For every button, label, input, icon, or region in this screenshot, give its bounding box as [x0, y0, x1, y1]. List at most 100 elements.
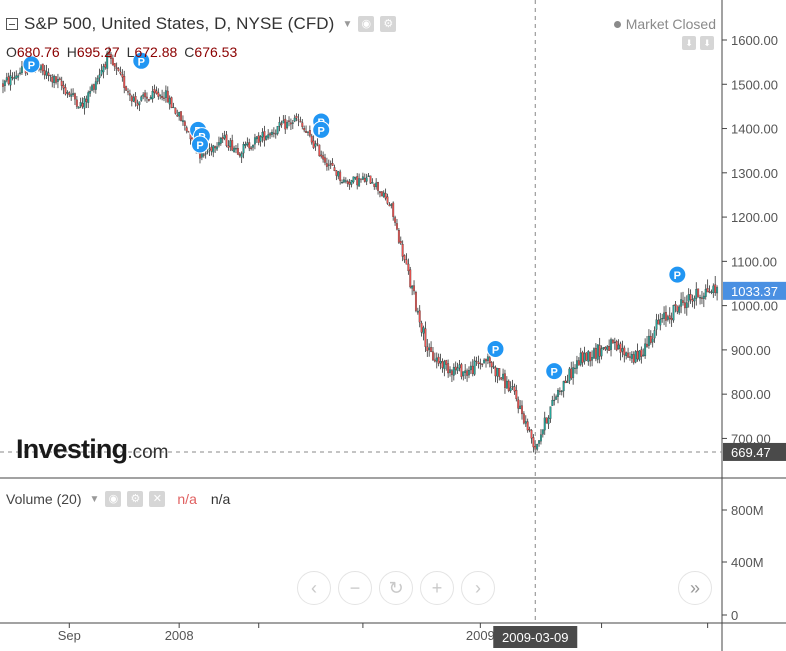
- candle-body: [433, 359, 436, 362]
- volume-tick-label: 400M: [731, 555, 764, 570]
- scroll-left-button[interactable]: ‹: [297, 571, 331, 605]
- candle-body: [638, 350, 641, 361]
- candle-body: [331, 163, 334, 166]
- candle-body: [606, 346, 609, 350]
- candle-body: [521, 405, 523, 415]
- candle-body: [87, 92, 90, 103]
- candle-body: [498, 368, 501, 377]
- candle-body: [375, 182, 378, 188]
- crosshair-price-badge: [723, 442, 786, 461]
- candle-body: [119, 71, 122, 74]
- ohlc-open-label: O: [6, 44, 17, 60]
- candle-body: [572, 367, 575, 378]
- candle-body: [257, 135, 260, 143]
- volume-ma-value: n/a: [210, 491, 231, 507]
- candle-body: [200, 153, 203, 158]
- candle-body: [146, 96, 148, 99]
- candle-body: [394, 217, 397, 223]
- candle-body: [536, 444, 539, 450]
- candle-body: [291, 122, 294, 124]
- candle-body: [479, 362, 482, 365]
- chevron-down-icon[interactable]: ▼: [342, 18, 353, 30]
- candle-body: [58, 78, 61, 81]
- candle-body: [454, 366, 457, 370]
- candle-body: [663, 312, 666, 319]
- pivot-marker-label: P: [28, 60, 35, 72]
- scroll-right-button[interactable]: ›: [461, 571, 495, 605]
- candle-body: [62, 84, 65, 89]
- arrow-down-icon[interactable]: ⬇: [700, 36, 714, 50]
- candle-body: [11, 76, 14, 79]
- candle-body: [2, 83, 4, 87]
- candle-body: [502, 373, 505, 380]
- candle-body: [81, 103, 84, 107]
- candle-body: [644, 343, 647, 357]
- candle-body: [341, 182, 344, 184]
- candle-body: [164, 90, 167, 98]
- candle-body: [19, 72, 21, 75]
- candle-body: [43, 70, 46, 75]
- candle-body: [352, 176, 355, 183]
- candle-body: [511, 386, 514, 388]
- candle-body: [585, 352, 588, 361]
- realtime-nav: »: [678, 571, 712, 605]
- candle-body: [229, 140, 232, 147]
- candle-body: [632, 354, 635, 363]
- candle-body: [149, 97, 152, 100]
- candle-body: [261, 132, 264, 138]
- candle-body: [593, 348, 595, 359]
- candle-body: [66, 92, 69, 94]
- gear-icon[interactable]: ⚙: [380, 16, 397, 32]
- candle-body: [666, 316, 669, 320]
- eye-icon[interactable]: ◉: [358, 16, 375, 32]
- candle-body: [517, 399, 520, 409]
- candle-body: [488, 357, 491, 364]
- candle-body: [553, 399, 556, 401]
- crosshair-date-badge: [493, 626, 578, 648]
- candle-body: [233, 147, 236, 153]
- close-icon[interactable]: ✕: [149, 491, 166, 507]
- zoom-out-button[interactable]: −: [338, 571, 372, 605]
- candle-body: [168, 97, 171, 105]
- candle-body: [79, 102, 82, 107]
- candle-body: [282, 120, 285, 124]
- candle-body: [428, 347, 431, 350]
- candle-body: [217, 142, 220, 146]
- candle-body: [657, 319, 660, 325]
- candle-body: [236, 148, 239, 155]
- candle-body: [267, 134, 270, 138]
- x-tick-label: Sep: [58, 628, 81, 643]
- candle-body: [83, 98, 86, 109]
- reset-button[interactable]: ↻: [379, 571, 413, 605]
- candle-body: [20, 66, 23, 74]
- chevron-down-icon[interactable]: ▼: [89, 493, 100, 505]
- candle-body: [629, 356, 631, 358]
- candle-body: [562, 381, 565, 392]
- arrow-down-icon[interactable]: ⬇: [682, 36, 696, 50]
- candle-body: [570, 368, 573, 379]
- candle-body: [269, 133, 272, 136]
- candle-body: [420, 322, 423, 333]
- candle-body: [610, 339, 612, 350]
- candles: [2, 46, 719, 455]
- status-dot-icon: [613, 20, 621, 28]
- candle-body: [288, 120, 290, 122]
- candle-body: [441, 361, 444, 368]
- candle-body: [324, 157, 326, 163]
- candle-body: [386, 196, 389, 204]
- gear-icon[interactable]: ⚙: [127, 491, 144, 507]
- candle-body: [424, 328, 427, 347]
- candle-body: [405, 259, 408, 265]
- go-to-realtime-button[interactable]: »: [678, 571, 712, 605]
- candle-body: [716, 287, 719, 294]
- candle-body: [130, 96, 133, 102]
- candle-body: [134, 96, 137, 103]
- candle-body: [543, 417, 546, 431]
- zoom-in-button[interactable]: +: [420, 571, 454, 605]
- collapse-icon[interactable]: [6, 18, 18, 30]
- candle-body: [360, 178, 362, 180]
- eye-icon[interactable]: ◉: [105, 491, 122, 507]
